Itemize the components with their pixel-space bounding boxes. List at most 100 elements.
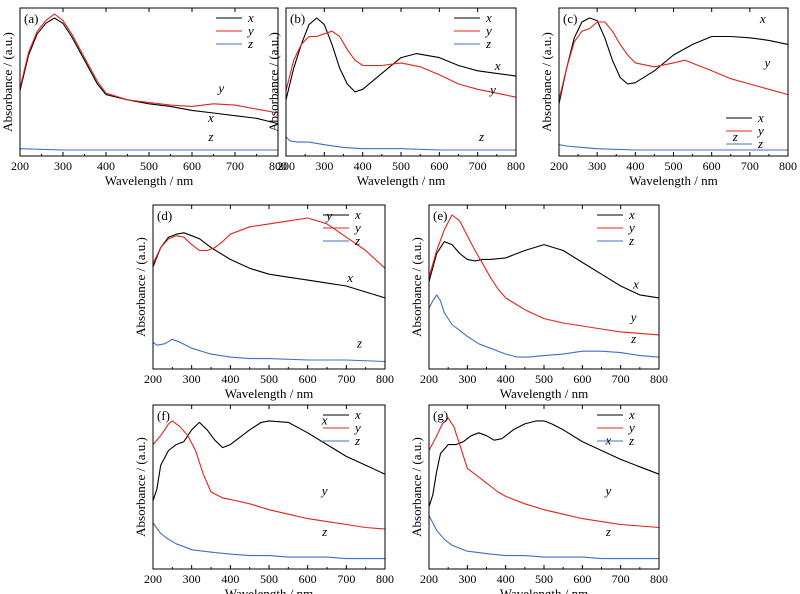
x-tick-label: 500 <box>260 572 278 586</box>
x-tick-label: 200 <box>144 372 162 386</box>
curve-annotation-z: z <box>478 129 484 144</box>
curve-annotation-y: y <box>216 80 224 95</box>
x-tick-label: 300 <box>458 572 476 586</box>
x-tick-label: 400 <box>221 572 239 586</box>
x-tick-label: 700 <box>337 572 355 586</box>
curve-annotation-x: x <box>632 277 639 292</box>
plot-frame <box>428 404 660 570</box>
curve-annotation-z: z <box>321 524 327 539</box>
series-line-y <box>152 420 386 530</box>
y-axis-title: Absorbance / (a.u.) <box>133 437 148 537</box>
series-line-z <box>19 148 278 151</box>
panel-label: (f) <box>157 408 170 423</box>
x-tick-label: 200 <box>420 372 438 386</box>
panel-label: (g) <box>433 408 448 423</box>
curve-annotation-x: x <box>605 432 612 447</box>
panel-label: (a) <box>24 11 38 26</box>
x-tick-label: 200 <box>550 159 568 173</box>
legend-label-x: x <box>247 10 254 25</box>
legend-label-y: y <box>353 220 361 235</box>
panel-label: (e) <box>433 208 447 223</box>
series-line-y <box>19 13 279 114</box>
panel-g: 200 300 400 500 600 700 800 Wavelength / nm Abso… <box>409 404 668 594</box>
legend-label-x: x <box>757 110 764 125</box>
legend-label-y: y <box>627 220 635 235</box>
x-tick-label: 500 <box>140 159 158 173</box>
curve-annotation-y: y <box>488 82 496 97</box>
curve-annotation-y: y <box>320 483 328 498</box>
x-tick-label: 200 <box>11 159 29 173</box>
legend-label-y: y <box>246 23 254 38</box>
legend-label-z: z <box>628 433 634 448</box>
x-tick-label: 700 <box>226 159 244 173</box>
x-tick-label: 600 <box>299 372 317 386</box>
legend-label-y: y <box>484 23 492 38</box>
series-line-y <box>285 30 517 98</box>
series-line-x <box>428 420 660 507</box>
x-axis-title: Wavelength / nm <box>225 386 314 401</box>
series-line-z <box>152 522 385 560</box>
x-tick-label: 800 <box>507 159 525 173</box>
panel-f: 200 300 400 500 600 700 800 Wavelength / nm Abso… <box>133 404 394 594</box>
x-tick-label: 300 <box>183 572 201 586</box>
y-axis-title: Absorbance / (a.u.) <box>266 32 281 132</box>
curve-annotation-z: z <box>732 129 738 144</box>
x-tick-label: 300 <box>54 159 72 173</box>
series-line-z <box>428 294 660 358</box>
x-tick-label: 400 <box>497 572 515 586</box>
legend-label-z: z <box>485 36 491 51</box>
x-tick-label: 700 <box>612 572 630 586</box>
x-tick-label: 600 <box>430 159 448 173</box>
series-line-z <box>285 136 516 151</box>
plot-frame <box>19 7 279 157</box>
x-tick-label: 400 <box>221 372 239 386</box>
y-axis-title: Absorbance / (a.u.) <box>0 32 15 132</box>
legend-label-x: x <box>354 207 361 222</box>
x-tick-label: 700 <box>612 372 630 386</box>
x-tick-label: 400 <box>626 159 644 173</box>
curve-annotation-z: z <box>207 129 213 144</box>
legend-label-z: z <box>354 433 360 448</box>
x-tick-label: 300 <box>315 159 333 173</box>
curve-annotation-x: x <box>207 110 214 125</box>
x-tick-label: 600 <box>299 572 317 586</box>
panel-a: 200 300 400 500 600 700 800 Wavelength / nm Abso… <box>0 7 287 188</box>
curve-annotation-y: y <box>629 309 637 324</box>
x-tick-label: 500 <box>665 159 683 173</box>
x-axis-title: Wavelength / nm <box>500 386 589 401</box>
x-axis-title: Wavelength / nm <box>105 173 194 188</box>
curve-annotation-z: z <box>630 331 636 346</box>
x-tick-label: 800 <box>269 159 287 173</box>
series-line-y <box>558 21 789 100</box>
x-tick-label: 500 <box>535 572 553 586</box>
y-axis-title: Absorbance / (a.u.) <box>133 237 148 337</box>
x-tick-label: 700 <box>469 159 487 173</box>
x-tick-label: 500 <box>392 159 410 173</box>
y-axis-title: Absorbance / (a.u.) <box>409 437 424 537</box>
series-line-y <box>152 217 386 269</box>
legend-label-y: y <box>627 420 635 435</box>
x-axis-title: Wavelength / nm <box>629 173 718 188</box>
x-tick-label: 800 <box>650 372 668 386</box>
plot-frame <box>152 404 386 570</box>
x-tick-label: 500 <box>535 372 553 386</box>
x-tick-label: 800 <box>779 159 797 173</box>
curve-annotation-z: z <box>356 336 362 351</box>
legend-label-y: y <box>756 123 764 138</box>
panel-b: 200 300 400 500 600 700 800 Wavelength / nm Abso… <box>266 7 525 188</box>
curve-annotation-y: y <box>604 483 612 498</box>
panel-d: 200 300 400 500 600 700 800 Wavelength / nm Abso… <box>133 204 394 401</box>
x-tick-label: 700 <box>741 159 759 173</box>
legend-label-x: x <box>628 407 635 422</box>
x-axis-title: Wavelength / nm <box>357 173 446 188</box>
panel-c: 200 300 400 500 600 700 800 Wavelength / nm Abso… <box>539 7 797 188</box>
legend-label-x: x <box>628 207 635 222</box>
series-line-x <box>285 17 517 100</box>
series-line-x <box>152 232 386 299</box>
x-tick-label: 700 <box>337 372 355 386</box>
series-line-y <box>428 214 660 336</box>
x-tick-label: 300 <box>588 159 606 173</box>
panel-label: (d) <box>157 208 172 223</box>
curve-annotation-x: x <box>494 58 501 73</box>
